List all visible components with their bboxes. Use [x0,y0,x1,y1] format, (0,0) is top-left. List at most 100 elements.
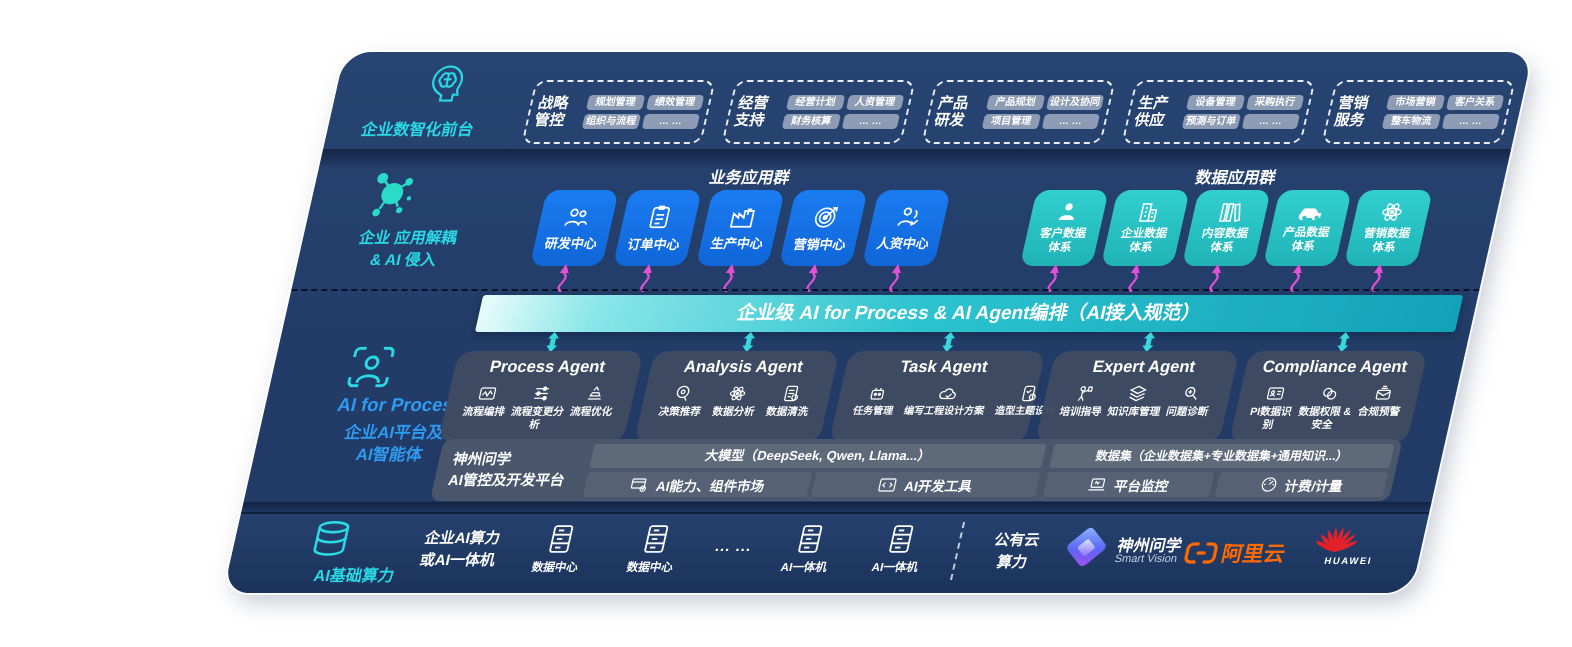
tile-marketing-data: 营销数据 体系 [1343,190,1433,266]
decision-recommendation-icon [677,385,690,401]
chip: 设备管理 [1185,95,1245,110]
chip: 采购执行 [1245,95,1305,110]
front-office-label: 企业数智化前台 [359,122,476,139]
database-icon [307,520,356,558]
pi-data-recognition-icon [1266,387,1284,400]
aliyun-bracket-icon [1184,542,1218,564]
group-name: 产品 研发 [932,94,971,129]
tile-rd-center: 研发中心 [529,190,619,266]
chip: … … [1441,114,1501,129]
public-cloud-label: 公有云 算力 [992,532,1042,571]
access-spec-dashed-line [291,289,1480,291]
server-icon [644,525,669,553]
compliance-agent-box: Compliance Agent PI数据识别 数据权限 & 安全 合规预警 [1228,351,1428,443]
group-production-supply: 生产 供应 设备管理 采购执行 预测与订单 … … [1121,80,1316,144]
brain-head-icon [420,64,472,110]
platform-label-line2: AI管控及开发平台 [446,473,567,489]
server-icon [549,525,574,553]
ai-appliance-node: AI一体机 [851,524,946,575]
expert-agent-box: Expert Agent 培训指导 知识库管理 问题诊断 [1034,351,1240,443]
chip: 设计及协同 [1045,95,1105,110]
infrastructure-band: AI基础算力 企业AI算力 或AI一体机 数据中心 数据中心 ... ... AI… [223,512,1430,593]
marketing-data-atom-icon [1382,203,1402,221]
szwx-diamond-icon [1065,525,1108,569]
magenta-arrow [1290,264,1302,292]
model-header: 大模型（DeepSeek, Qwen, Llama...） [589,444,1047,468]
tile-customer-data: 客户数据 体系 [1019,190,1109,266]
chip: 绩效管理 [645,95,705,110]
group-strategy: 战略 管控 规划管理 绩效管理 组织与流程 … … [521,80,716,144]
order-clipboard-icon [649,205,671,228]
szwx-logo [1065,525,1108,569]
tile-content-data: 内容数据 体系 [1181,190,1271,266]
process-agent-box: Process Agent 流程编排 流程变更分析 流程优化 [437,351,644,443]
group-name: 经营 支持 [732,94,771,129]
ai-appliance-node: AI一体机 [760,524,855,575]
chip: … … [1241,114,1301,129]
problem-diagnosis-icon [1185,386,1197,400]
engineering-design-icon [939,388,956,400]
magenta-arrow [557,264,569,292]
group-marketing-service: 营销 服务 市场营销 客户关系 整车物流 … … [1321,80,1516,144]
analysis-agent-box: Analysis Agent 决策推荐 数据分析 数据清洗 [633,351,840,443]
chip: … … [641,114,701,129]
flow-optimization-icon [587,386,601,400]
person-scan-icon [343,344,399,390]
teal-double-arrow [546,332,559,352]
chip: 人资管理 [845,95,905,110]
ellipsis-more: ... ... [713,538,754,555]
enterprise-building-icon [1138,203,1158,223]
decoupling-label: 企业 应用解耦 & AI 侵入 [357,230,459,269]
data-analysis-icon [729,386,746,401]
tile-hr-center: 人资中心 [861,190,951,266]
chip: 经营计划 [785,95,845,110]
task-agent-box: Task Agent 任务管理 编写工程设计方案 造型主题设计 [828,351,1056,443]
molecule-icon [361,170,421,222]
magenta-arrow [1371,264,1383,292]
data-apps-title: 数据应用群 [1193,170,1278,187]
chip: 产品规划 [985,95,1045,110]
compliance-alert-icon [1375,385,1391,400]
chip: 规划管理 [585,95,645,110]
dataset-header: 数据集（企业数据集+专业数据集+通用知识...） [1049,444,1395,468]
data-cleaning-icon [783,385,798,402]
knowledge-base-icon [1129,385,1148,402]
customer-person-icon [1058,203,1074,221]
group-name: 战略 管控 [532,94,571,129]
agent-title: Process Agent [488,358,608,376]
aliyun-logo: 阿里云 [1181,538,1289,568]
magenta-arrow [640,264,652,292]
teal-double-arrow [742,332,755,352]
dev-tools-icon [878,477,897,492]
platform-monitor-cell: 平台监控 [1042,472,1215,497]
platform-label-line1: 神州问学 [451,452,513,468]
chip: … … [1041,114,1101,129]
chip: 整车物流 [1381,114,1441,129]
chip: 项目管理 [981,114,1041,129]
gauge-icon [1261,477,1277,492]
magenta-arrow [723,264,735,292]
server-icon [798,525,823,553]
production-factory-icon [729,208,756,228]
hr-person-icon [897,206,919,226]
group-operation: 经营 支持 经营计划 人资管理 财务核算 … … [721,80,916,144]
chip: … … [841,114,901,129]
group-product-rd: 产品 研发 产品规划 设计及协同 项目管理 … … [921,80,1116,144]
chip: 预测与订单 [1181,114,1241,129]
tile-marketing-center: 营销中心 [778,190,868,266]
szwx-sub: Smart Vision [1113,553,1179,565]
theme-design-icon [1021,385,1036,402]
ai-orchestration-banner: 企业级 AI for Process & AI Agent编排（AI接入规范） [474,295,1464,332]
magenta-arrow [889,264,901,292]
flow-orchestration-icon [479,387,497,400]
business-apps-title: 业务应用群 [707,170,792,187]
huawei-wordmark: HUAWEI [1323,556,1374,567]
main-panel: 企业数智化前台 战略 管控 规划管理 绩效管理 组织与流程 … … 经营 支持 经营… [223,52,1534,593]
ai-dev-tools-cell: AI开发工具 [810,472,1041,497]
huawei-logo: HUAWEI [1311,524,1393,567]
chip: 客户关系 [1445,95,1505,110]
agent-title: Task Agent [898,358,990,376]
rd-people-icon [564,208,587,226]
tile-enterprise-data: 企业数据 体系 [1100,190,1190,266]
agent-title: Compliance Agent [1260,358,1410,376]
